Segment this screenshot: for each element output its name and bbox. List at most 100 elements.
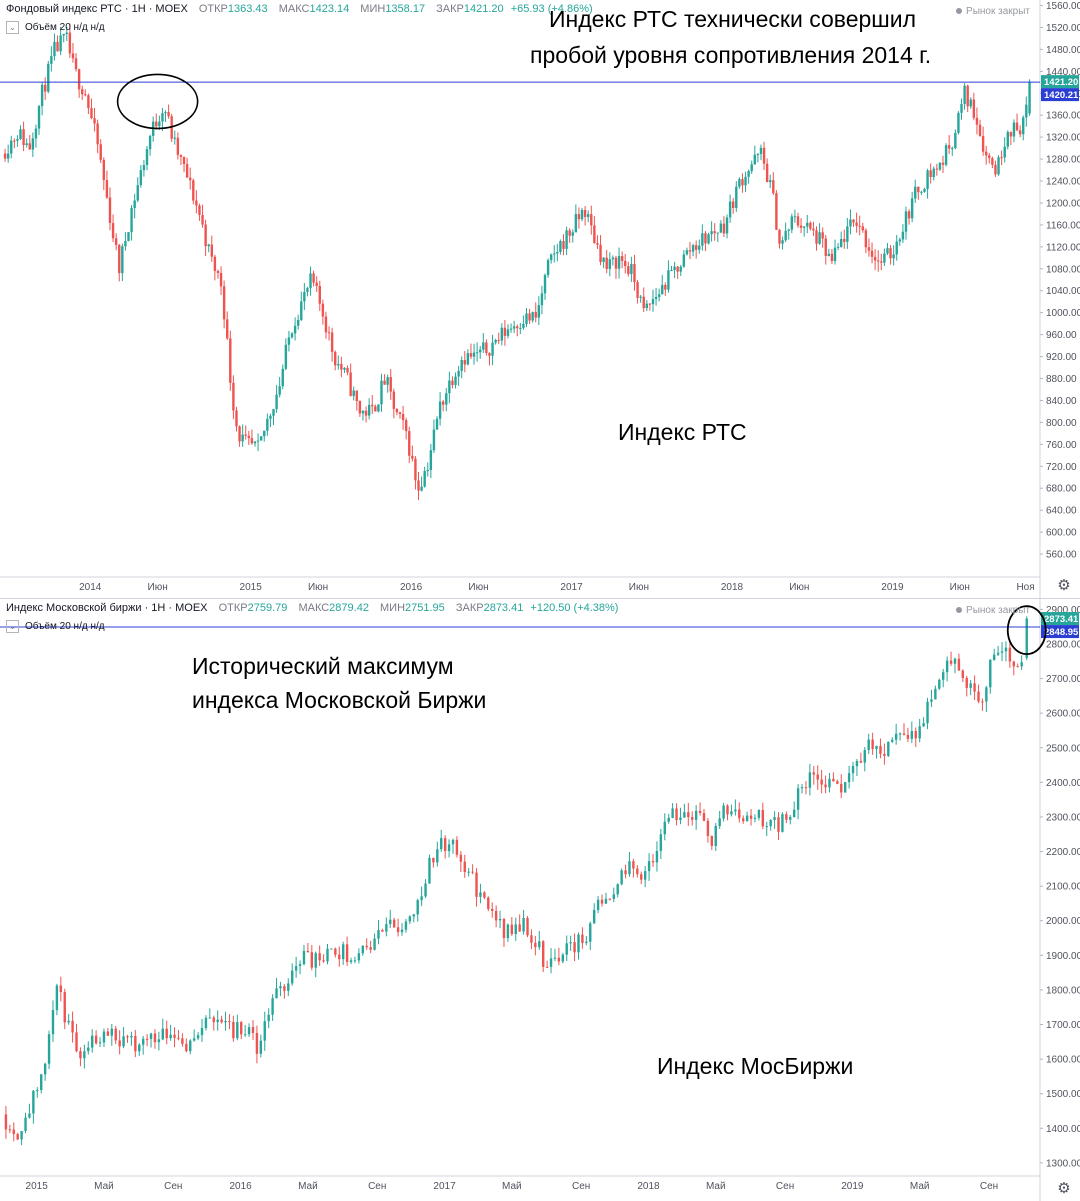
candle-body bbox=[228, 1021, 231, 1023]
candle-body bbox=[259, 1040, 263, 1054]
candle-body bbox=[272, 409, 275, 416]
y-tick-label: 1520.00 bbox=[1046, 23, 1080, 34]
candle-body bbox=[36, 1090, 39, 1092]
candle-body bbox=[173, 137, 176, 139]
candle-body bbox=[287, 337, 291, 345]
candle-body bbox=[498, 918, 502, 921]
candle-body bbox=[441, 401, 445, 405]
gear-icon[interactable]: ⚙ bbox=[1057, 577, 1071, 594]
candle-body bbox=[522, 918, 525, 932]
candle-body bbox=[509, 328, 513, 330]
candle-body bbox=[840, 783, 843, 793]
candle-body bbox=[821, 232, 824, 239]
candle-body bbox=[870, 250, 874, 257]
candle-body bbox=[981, 701, 984, 703]
rts-open-label: ОТКР bbox=[198, 3, 228, 15]
candle-body bbox=[636, 868, 639, 875]
moex-market-status: Рынок закрыт bbox=[956, 605, 1030, 616]
candle-body bbox=[624, 870, 627, 875]
candle-body bbox=[102, 1031, 106, 1043]
chevron-down-icon[interactable]: ⌄ bbox=[6, 21, 19, 34]
moex-high-label: МАКС bbox=[298, 602, 330, 614]
rts-candlestick-chart[interactable]: 560.00 600.00 640.00 680.00 720.00 760.00 800.… bbox=[0, 0, 1080, 598]
candle-body bbox=[694, 810, 698, 820]
candle-body bbox=[404, 420, 408, 432]
candle-body bbox=[559, 241, 562, 253]
moex-candlestick-chart[interactable]: 1300.00 1400.00 1500.00 1600.00 1700.00 1800.… bbox=[0, 599, 1080, 1201]
candle-body bbox=[530, 935, 533, 943]
candle-body bbox=[334, 948, 337, 955]
candle-body bbox=[322, 960, 325, 962]
candle-body bbox=[1025, 104, 1028, 118]
candle-body bbox=[553, 253, 556, 255]
candle-body bbox=[1012, 661, 1016, 667]
moex-symbol-name[interactable]: Индекс Московской биржи · 1Н · MOEX bbox=[6, 602, 208, 614]
status-dot-icon bbox=[956, 607, 963, 614]
x-tick-label: Сен bbox=[572, 1181, 590, 1192]
candle-body bbox=[157, 1039, 161, 1043]
candle-body bbox=[806, 222, 809, 227]
candle-body bbox=[966, 85, 969, 107]
y-tick-label: 1500.00 bbox=[1046, 1089, 1080, 1100]
candle-body bbox=[173, 1034, 176, 1038]
candle-body bbox=[628, 861, 631, 875]
candle-body bbox=[448, 380, 451, 394]
gear-icon[interactable]: ⚙ bbox=[1057, 1180, 1071, 1197]
candle-body bbox=[235, 410, 238, 427]
rts-symbol-name[interactable]: Фондовый индекс РТС · 1Н · MOEX bbox=[6, 3, 188, 15]
candle-body bbox=[934, 688, 937, 700]
candle-body bbox=[127, 232, 130, 242]
candle-body bbox=[358, 401, 362, 414]
candle-body bbox=[812, 772, 815, 775]
candle-body bbox=[989, 659, 992, 688]
candle-body bbox=[992, 654, 996, 660]
candle-body bbox=[454, 376, 457, 385]
x-tick-label: Май bbox=[706, 1181, 726, 1192]
candle-body bbox=[16, 1134, 19, 1140]
candle-body bbox=[494, 340, 497, 343]
candle-body bbox=[895, 241, 898, 255]
candle-body bbox=[742, 818, 745, 822]
candle-body bbox=[84, 94, 87, 96]
moex-chart-panel[interactable]: 1300.00 1400.00 1500.00 1600.00 1700.00 1800.… bbox=[0, 598, 1080, 1201]
x-tick-label: 2019 bbox=[841, 1181, 864, 1192]
candle-body bbox=[414, 458, 417, 481]
candle-body bbox=[602, 257, 605, 262]
candle-body bbox=[204, 1017, 208, 1029]
candle-body bbox=[879, 745, 882, 754]
candle-body bbox=[482, 342, 485, 350]
candle-body bbox=[192, 1038, 196, 1041]
candle-body bbox=[667, 270, 670, 290]
candle-body bbox=[275, 394, 278, 410]
moex-volume-row: ⌄ Объём 20 н/д н/д bbox=[6, 620, 105, 633]
candle-body bbox=[318, 285, 321, 304]
candle-body bbox=[953, 658, 957, 664]
x-tick-label: Июн bbox=[468, 582, 488, 593]
candle-body bbox=[241, 434, 244, 442]
y-tick-label: 1440.00 bbox=[1046, 67, 1080, 78]
chevron-down-icon[interactable]: ⌄ bbox=[6, 620, 19, 633]
rts-chart-panel[interactable]: 560.00 600.00 640.00 680.00 720.00 760.00 800.… bbox=[0, 0, 1080, 598]
candle-body bbox=[910, 198, 914, 219]
candle-body bbox=[207, 244, 210, 247]
candle-body bbox=[330, 948, 333, 950]
candle-body bbox=[1009, 132, 1013, 137]
candle-body bbox=[849, 219, 852, 227]
candle-body bbox=[577, 934, 580, 953]
candle-body bbox=[281, 368, 284, 387]
candle-body bbox=[256, 440, 260, 442]
candle-body bbox=[858, 225, 861, 227]
candle-body bbox=[659, 834, 663, 851]
candle-body bbox=[401, 414, 405, 421]
candle-body bbox=[581, 934, 584, 944]
candle-body bbox=[13, 140, 16, 142]
candle-body bbox=[847, 773, 851, 783]
candle-body bbox=[902, 733, 906, 735]
candle-body bbox=[722, 805, 725, 819]
y-tick-label: 1400.00 bbox=[1046, 1124, 1080, 1135]
candle-body bbox=[722, 223, 726, 234]
x-tick-label: Июн bbox=[789, 582, 809, 593]
candle-body bbox=[255, 1032, 259, 1054]
candle-body bbox=[374, 406, 377, 412]
candle-body bbox=[671, 808, 674, 818]
